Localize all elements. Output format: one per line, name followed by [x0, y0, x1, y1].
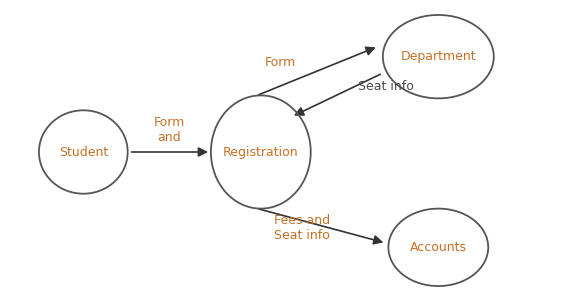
Text: Accounts: Accounts — [410, 241, 467, 254]
Text: Registration: Registration — [223, 146, 299, 158]
Text: Seat info: Seat info — [358, 80, 414, 93]
Text: Department: Department — [401, 50, 476, 63]
Text: Fees and
Seat info: Fees and Seat info — [275, 214, 331, 242]
Text: Form: Form — [264, 56, 296, 69]
Text: Student: Student — [59, 146, 108, 158]
Text: Form
and: Form and — [153, 116, 185, 144]
